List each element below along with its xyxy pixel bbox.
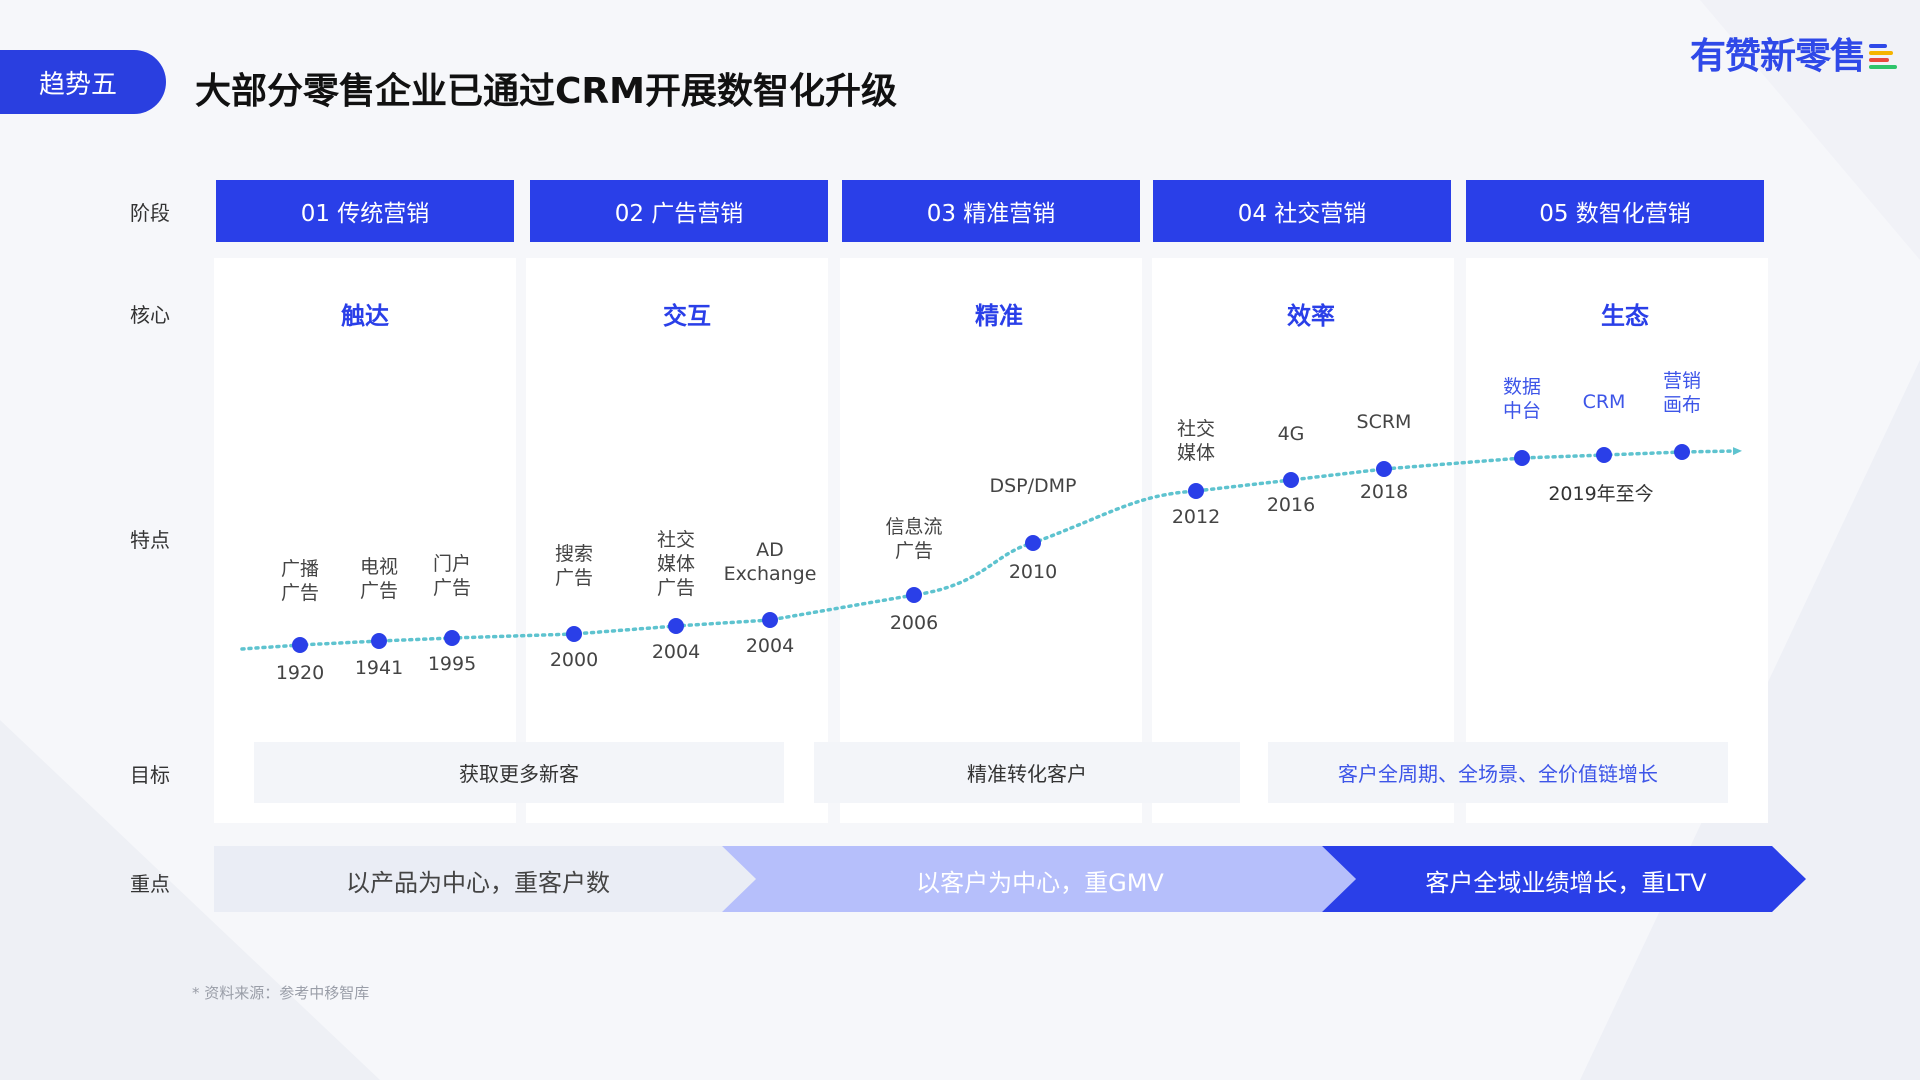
timeline-year-9: 2012 xyxy=(1172,506,1220,528)
timeline-point-13 xyxy=(1596,447,1612,463)
row-label-features: 特点 xyxy=(130,528,170,552)
timeline-point-8 xyxy=(1025,535,1041,551)
timeline-point-9 xyxy=(1188,483,1204,499)
stage-column-3 xyxy=(840,258,1142,823)
timeline-label-1: 广播 xyxy=(281,558,319,580)
stage-column-5 xyxy=(1466,258,1768,823)
timeline-point-2 xyxy=(371,633,387,649)
trend-badge: 趋势五 xyxy=(0,50,166,114)
timeline-label-3: 门户 xyxy=(433,553,471,575)
row-label-focus: 重点 xyxy=(130,872,170,896)
timeline-label-14: 营销 xyxy=(1663,370,1701,392)
timeline-year-7: 2006 xyxy=(890,612,938,634)
row-label-stage: 阶段 xyxy=(130,201,170,225)
stage-core-5: 生态 xyxy=(1601,302,1649,330)
timeline-label-3: 广告 xyxy=(433,577,471,599)
row-label-goal: 目标 xyxy=(130,763,170,787)
focus-text-2: 以客户为中心，重GMV xyxy=(916,868,1164,897)
timeline-point-1 xyxy=(292,637,308,653)
timeline-period-label: 2019年至今 xyxy=(1548,483,1653,505)
goal-box-2: 精准转化客户 xyxy=(814,742,1240,803)
timeline-year-3: 1995 xyxy=(428,653,476,675)
goal-box-1: 获取更多新客 xyxy=(254,742,784,803)
focus-arrow-2 xyxy=(722,846,1356,912)
timeline-year-4: 2000 xyxy=(550,649,598,671)
timeline-point-5 xyxy=(668,618,684,634)
timeline-year-6: 2004 xyxy=(746,635,794,657)
timeline-label-11: SCRM xyxy=(1357,411,1412,433)
timeline-label-2: 电视 xyxy=(360,556,398,578)
stage-column-1 xyxy=(214,258,516,823)
timeline-label-12: 数据 xyxy=(1503,376,1541,398)
stage-header-4: 04 社交营销 xyxy=(1153,180,1451,242)
timeline-label-12: 中台 xyxy=(1503,400,1541,422)
timeline-label-5: 媒体 xyxy=(657,553,695,575)
focus-arrow-1 xyxy=(214,846,756,912)
timeline-point-3 xyxy=(444,630,460,646)
timeline-label-8: DSP/DMP xyxy=(989,475,1076,497)
brand-logo-text: 有赞新零售 xyxy=(1690,36,1866,77)
row-label-core: 核心 xyxy=(130,303,170,327)
timeline-year-11: 2018 xyxy=(1360,481,1408,503)
stage-core-2: 交互 xyxy=(663,302,711,330)
timeline-label-2: 广告 xyxy=(360,580,398,602)
timeline-label-5: 社交 xyxy=(657,529,695,551)
timeline-label-9: 社交 xyxy=(1177,418,1215,440)
brand-logo-mark-icon xyxy=(1867,38,1898,69)
stage-core-3: 精准 xyxy=(975,302,1023,330)
stage-core-4: 效率 xyxy=(1287,302,1335,330)
stage-header-1: 01 传统营销 xyxy=(216,180,514,242)
focus-text-3: 客户全域业绩增长，重LTV xyxy=(1425,868,1707,897)
timeline-year-5: 2004 xyxy=(652,641,700,663)
timeline-point-6 xyxy=(762,612,778,628)
goal-box-3: 客户全周期、全场景、全价值链增长 xyxy=(1268,742,1728,803)
timeline-label-7: 信息流 xyxy=(885,516,942,538)
stage-core-1: 触达 xyxy=(341,302,389,330)
timeline-year-10: 2016 xyxy=(1267,494,1315,516)
timeline-point-7 xyxy=(906,587,922,603)
timeline-label-1: 广告 xyxy=(281,582,319,604)
focus-arrow-3 xyxy=(1322,846,1806,912)
timeline-label-10: 4G xyxy=(1278,423,1305,445)
stage-header-3: 03 精准营销 xyxy=(842,180,1140,242)
stage-header-5: 05 数智化营销 xyxy=(1466,180,1764,242)
timeline-year-1: 1920 xyxy=(276,662,324,684)
timeline-point-4 xyxy=(566,626,582,642)
timeline-year-8: 2010 xyxy=(1009,561,1057,583)
source-note: * 资料来源：参考中移智库 xyxy=(192,984,370,1002)
focus-text-1: 以产品为中心，重客户数 xyxy=(346,868,610,897)
page-title: 大部分零售企业已通过CRM开展数智化升级 xyxy=(195,71,897,112)
stage-header-2: 02 广告营销 xyxy=(530,180,828,242)
timeline-label-4: 广告 xyxy=(555,567,593,589)
timeline-point-14 xyxy=(1674,444,1690,460)
timeline-label-5: 广告 xyxy=(657,577,695,599)
timeline-label-6: Exchange xyxy=(724,563,817,585)
brand-logo: 有赞新零售 xyxy=(1690,28,1898,78)
stage-column-4 xyxy=(1152,258,1454,823)
timeline-label-6: AD xyxy=(756,539,784,561)
timeline-label-7: 广告 xyxy=(895,540,933,562)
timeline-point-11 xyxy=(1376,461,1392,477)
timeline-label-13: CRM xyxy=(1583,391,1626,413)
timeline-point-10 xyxy=(1283,472,1299,488)
timeline-point-12 xyxy=(1514,450,1530,466)
timeline-label-4: 搜索 xyxy=(555,543,593,565)
timeline-label-14: 画布 xyxy=(1663,394,1701,416)
stage-column-2 xyxy=(526,258,828,823)
timeline-label-9: 媒体 xyxy=(1177,442,1215,464)
timeline-year-2: 1941 xyxy=(355,657,403,679)
